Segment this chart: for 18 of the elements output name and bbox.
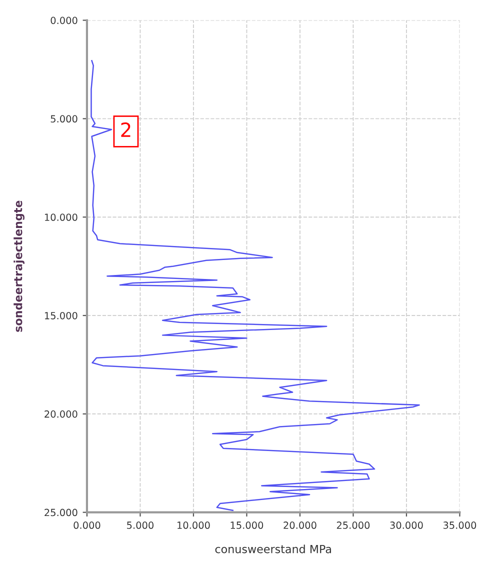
y-tick-label: 5.000 (50, 115, 78, 123)
x-tick-label: 35.000 (443, 522, 476, 529)
y-tick-label: 15.000 (44, 312, 78, 320)
line-series (90, 60, 420, 511)
y-axis-title: sondeertrajectlengte (14, 200, 24, 332)
x-tick-label: 5.000 (127, 522, 154, 529)
x-tick-label: 10.000 (178, 522, 210, 529)
y-tick-label: 10.000 (44, 214, 78, 221)
x-tick-label: 20.000 (284, 522, 316, 529)
x-tick-label: 15.000 (230, 522, 264, 529)
x-tick-label: 30.000 (390, 522, 423, 529)
annotation: 2 (121, 122, 130, 137)
x-axis-title: conusweerstand MPa (215, 544, 331, 554)
y-tick-label: 20.000 (44, 410, 78, 418)
y-tick-label: 25.000 (44, 508, 78, 516)
x-tick-label: 25.000 (336, 522, 370, 529)
y-tick-label: 0.000 (50, 16, 78, 24)
x-tick-label: 0.000 (74, 522, 100, 529)
